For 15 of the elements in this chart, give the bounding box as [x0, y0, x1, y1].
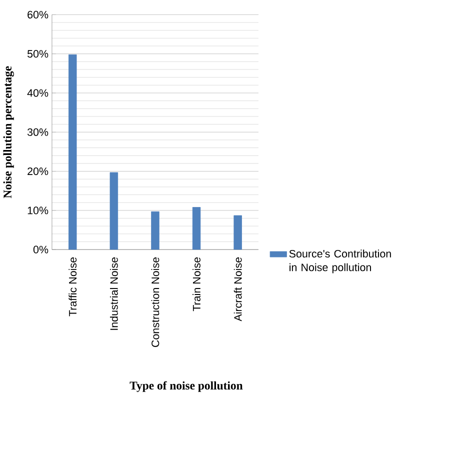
- y-axis-title: Noise pollution percentage: [3, 66, 14, 198]
- y-tick-label: 30%: [27, 128, 48, 136]
- y-tick-label: 0%: [33, 246, 48, 254]
- y-tick-label: 60%: [28, 10, 48, 18]
- x-axis-title: Type of noise pollution: [130, 381, 243, 392]
- y-tick-label: 20%: [28, 167, 48, 176]
- y-tick-label: 10%: [28, 206, 48, 214]
- x-tick-label: Train Noise: [192, 257, 200, 312]
- x-tick-label: Aircraft Noise: [234, 257, 242, 322]
- x-tick-label: Construction Noise: [151, 257, 160, 347]
- y-tick-label: 50%: [27, 50, 48, 58]
- x-tick-label: Traffic Noise: [68, 257, 77, 316]
- legend-label: Source's Contribution in Noise pollution: [289, 250, 391, 274]
- y-tick-label: 40%: [27, 89, 48, 97]
- x-tick-label: Industrial Noise: [110, 257, 118, 330]
